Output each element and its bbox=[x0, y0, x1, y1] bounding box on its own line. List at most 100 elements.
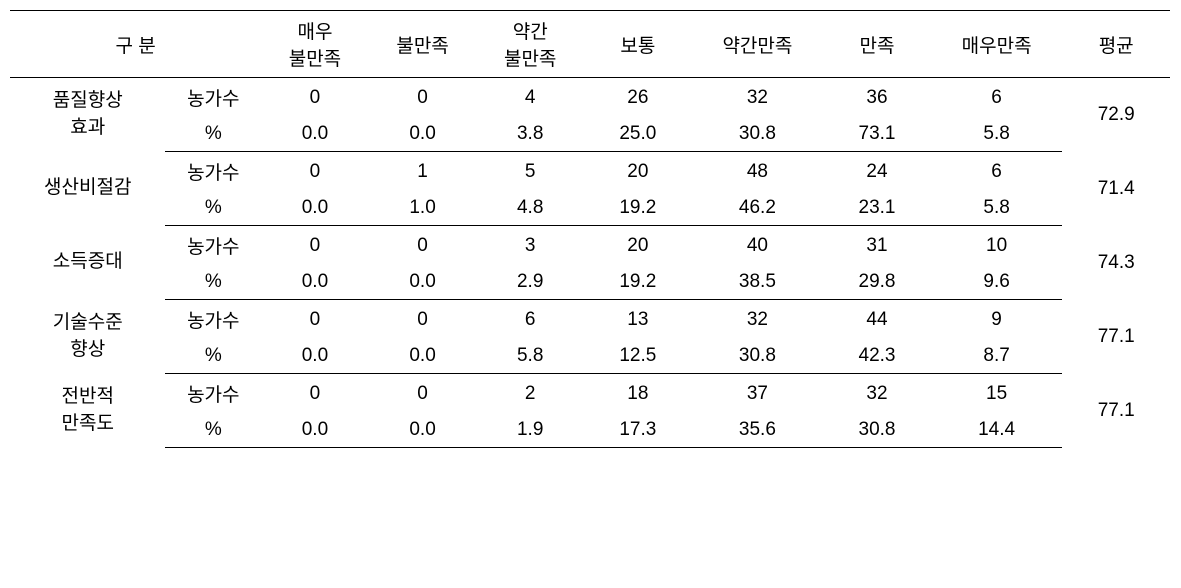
cell: 0.0 bbox=[369, 117, 477, 152]
cell: 6 bbox=[931, 78, 1063, 118]
cell: 0.0 bbox=[369, 339, 477, 374]
cell: 0 bbox=[369, 300, 477, 340]
table-row: %0.00.03.825.030.873.15.8 bbox=[10, 117, 1170, 152]
cell: 6 bbox=[931, 152, 1063, 192]
cell: 5 bbox=[476, 152, 584, 192]
cell: 0.0 bbox=[369, 413, 477, 448]
sublabel-pct: % bbox=[165, 265, 261, 300]
cell: 0.0 bbox=[261, 339, 369, 374]
cell: 3 bbox=[476, 226, 584, 266]
sublabel-pct: % bbox=[165, 339, 261, 374]
header-row: 구 분 매우불만족 불만족 약간불만족 보통 약간만족 만족 매우만족 평균 bbox=[10, 11, 1170, 78]
cell: 1.9 bbox=[476, 413, 584, 448]
cell: 23.1 bbox=[823, 191, 931, 226]
cell: 30.8 bbox=[692, 117, 824, 152]
table-row: %0.00.05.812.530.842.38.7 bbox=[10, 339, 1170, 374]
avg-cell: 71.4 bbox=[1062, 152, 1170, 226]
cell: 25.0 bbox=[584, 117, 692, 152]
avg-cell: 72.9 bbox=[1062, 78, 1170, 152]
table-row: 품질향상효과농가수004263236672.9 bbox=[10, 78, 1170, 118]
cell: 30.8 bbox=[692, 339, 824, 374]
cell: 24 bbox=[823, 152, 931, 192]
hdr-col7: 매우만족 bbox=[931, 11, 1063, 78]
table-row: 전반적만족도농가수0021837321577.1 bbox=[10, 374, 1170, 414]
cell: 2 bbox=[476, 374, 584, 414]
cell: 48 bbox=[692, 152, 824, 192]
cell: 0 bbox=[369, 226, 477, 266]
hdr-col1: 매우불만족 bbox=[261, 11, 369, 78]
table-row: 기술수준향상농가수006133244977.1 bbox=[10, 300, 1170, 340]
cell: 40 bbox=[692, 226, 824, 266]
cell: 0 bbox=[369, 78, 477, 118]
cell: 19.2 bbox=[584, 191, 692, 226]
cell: 5.8 bbox=[931, 117, 1063, 152]
hdr-col3: 약간불만족 bbox=[476, 11, 584, 78]
cell: 10 bbox=[931, 226, 1063, 266]
cell: 29.8 bbox=[823, 265, 931, 300]
table-row: 소득증대농가수0032040311074.3 bbox=[10, 226, 1170, 266]
cell: 0.0 bbox=[261, 265, 369, 300]
cell: 4.8 bbox=[476, 191, 584, 226]
hdr-col6: 만족 bbox=[823, 11, 931, 78]
cell: 14.4 bbox=[931, 413, 1063, 448]
cell: 46.2 bbox=[692, 191, 824, 226]
sublabel-pct: % bbox=[165, 191, 261, 226]
cell: 37 bbox=[692, 374, 824, 414]
table-row: 생산비절감농가수015204824671.4 bbox=[10, 152, 1170, 192]
cell: 44 bbox=[823, 300, 931, 340]
cell: 1.0 bbox=[369, 191, 477, 226]
cell: 18 bbox=[584, 374, 692, 414]
row-label: 생산비절감 bbox=[10, 152, 165, 226]
cell: 0 bbox=[261, 374, 369, 414]
hdr-col4: 보통 bbox=[584, 11, 692, 78]
cell: 0 bbox=[369, 374, 477, 414]
cell: 4 bbox=[476, 78, 584, 118]
cell: 1 bbox=[369, 152, 477, 192]
cell: 0.0 bbox=[369, 265, 477, 300]
satisfaction-table: 구 분 매우불만족 불만족 약간불만족 보통 약간만족 만족 매우만족 평균 품… bbox=[10, 10, 1170, 448]
cell: 36 bbox=[823, 78, 931, 118]
table-row: %0.00.01.917.335.630.814.4 bbox=[10, 413, 1170, 448]
cell: 35.6 bbox=[692, 413, 824, 448]
cell: 17.3 bbox=[584, 413, 692, 448]
hdr-avg: 평균 bbox=[1062, 11, 1170, 78]
cell: 0.0 bbox=[261, 191, 369, 226]
cell: 42.3 bbox=[823, 339, 931, 374]
table-body: 품질향상효과농가수004263236672.9%0.00.03.825.030.… bbox=[10, 78, 1170, 448]
avg-cell: 77.1 bbox=[1062, 300, 1170, 374]
cell: 13 bbox=[584, 300, 692, 340]
hdr-col2: 불만족 bbox=[369, 11, 477, 78]
cell: 30.8 bbox=[823, 413, 931, 448]
cell: 32 bbox=[823, 374, 931, 414]
cell: 15 bbox=[931, 374, 1063, 414]
cell: 9.6 bbox=[931, 265, 1063, 300]
table-row: %0.01.04.819.246.223.15.8 bbox=[10, 191, 1170, 226]
cell: 26 bbox=[584, 78, 692, 118]
cell: 32 bbox=[692, 300, 824, 340]
cell: 9 bbox=[931, 300, 1063, 340]
cell: 2.9 bbox=[476, 265, 584, 300]
row-label: 전반적만족도 bbox=[10, 374, 165, 448]
row-label: 품질향상효과 bbox=[10, 78, 165, 152]
hdr-category: 구 분 bbox=[10, 11, 261, 78]
cell: 12.5 bbox=[584, 339, 692, 374]
cell: 20 bbox=[584, 152, 692, 192]
cell: 0 bbox=[261, 152, 369, 192]
cell: 32 bbox=[692, 78, 824, 118]
cell: 0.0 bbox=[261, 413, 369, 448]
cell: 73.1 bbox=[823, 117, 931, 152]
row-label: 소득증대 bbox=[10, 226, 165, 300]
cell: 38.5 bbox=[692, 265, 824, 300]
sublabel-count: 농가수 bbox=[165, 152, 261, 192]
cell: 0.0 bbox=[261, 117, 369, 152]
sublabel-count: 농가수 bbox=[165, 374, 261, 414]
cell: 6 bbox=[476, 300, 584, 340]
cell: 8.7 bbox=[931, 339, 1063, 374]
cell: 19.2 bbox=[584, 265, 692, 300]
cell: 3.8 bbox=[476, 117, 584, 152]
sublabel-pct: % bbox=[165, 117, 261, 152]
sublabel-count: 농가수 bbox=[165, 78, 261, 118]
hdr-col5: 약간만족 bbox=[692, 11, 824, 78]
cell: 0 bbox=[261, 226, 369, 266]
cell: 0 bbox=[261, 300, 369, 340]
